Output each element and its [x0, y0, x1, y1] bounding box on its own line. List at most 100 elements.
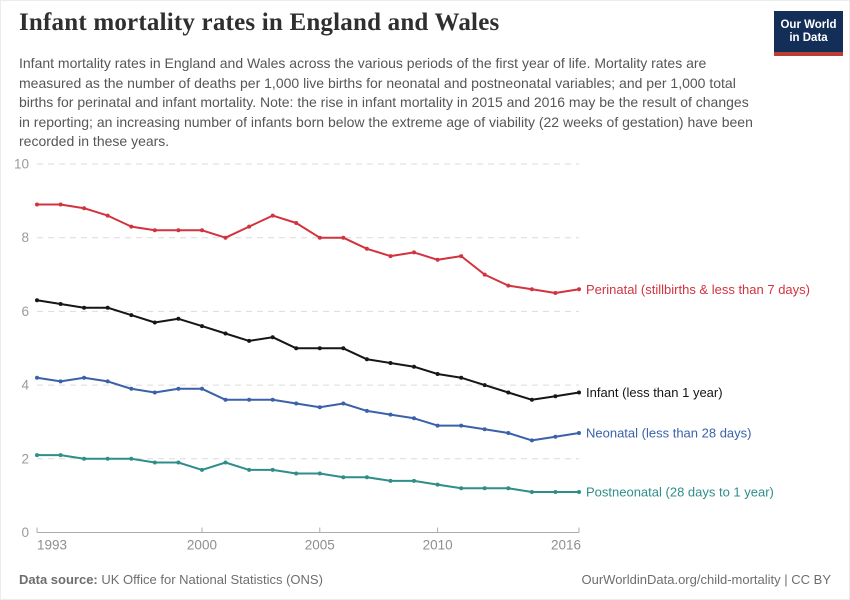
- data-point: [152, 390, 157, 395]
- data-point: [364, 475, 369, 480]
- data-point: [58, 453, 63, 458]
- series-line-neonatal[interactable]: [36, 376, 580, 442]
- data-point: [482, 486, 487, 491]
- data-point: [341, 401, 346, 406]
- data-point: [341, 475, 346, 480]
- data-point: [412, 416, 416, 421]
- data-point: [270, 335, 275, 340]
- data-point: [341, 346, 346, 351]
- data-point: [506, 431, 511, 435]
- data-point: [577, 390, 581, 395]
- data-point: [506, 390, 511, 395]
- data-point: [35, 453, 39, 458]
- data-point: [577, 490, 581, 494]
- series-infant: Infant (less than 1 year): [35, 298, 723, 402]
- data-point: [435, 482, 440, 487]
- data-point: [317, 405, 322, 410]
- y-tick-label: 2: [21, 451, 29, 466]
- x-tick-label: 2010: [423, 538, 453, 553]
- data-point: [35, 202, 39, 207]
- data-point: [176, 228, 181, 233]
- data-point: [152, 320, 157, 325]
- data-point: [364, 246, 369, 251]
- data-point: [482, 427, 487, 432]
- data-point: [553, 394, 558, 399]
- y-tick-label: 10: [14, 157, 29, 172]
- series-line-infant[interactable]: [36, 299, 580, 401]
- data-point: [459, 486, 464, 491]
- data-point: [200, 467, 204, 472]
- owid-logo: Our World in Data: [774, 11, 843, 56]
- data-point: [223, 331, 228, 336]
- data-point: [577, 431, 581, 435]
- data-source-text: UK Office for National Statistics (ONS): [97, 572, 323, 587]
- data-point: [482, 272, 487, 277]
- data-point: [294, 401, 299, 406]
- data-point: [506, 283, 511, 288]
- data-point: [152, 228, 157, 233]
- data-point: [82, 456, 87, 461]
- data-point: [270, 213, 275, 218]
- series-line-postneonatal[interactable]: [36, 454, 580, 493]
- chart-subtitle: Infant mortality rates in England and Wa…: [19, 55, 753, 149]
- data-point: [364, 357, 369, 362]
- data-point: [58, 302, 63, 306]
- series-label-neonatal[interactable]: Neonatal (less than 28 days): [586, 426, 751, 441]
- data-point: [529, 397, 534, 402]
- footer: Data source: UK Office for National Stat…: [19, 572, 831, 587]
- data-point: [129, 313, 134, 318]
- data-point: [82, 305, 87, 310]
- data-point: [412, 364, 416, 369]
- data-point: [482, 383, 487, 388]
- x-tick-label: 2016: [551, 538, 581, 553]
- data-point: [388, 361, 393, 365]
- data-point: [459, 254, 464, 259]
- series-neonatal: Neonatal (less than 28 days): [35, 375, 751, 443]
- data-point: [506, 486, 511, 491]
- data-point: [35, 375, 39, 380]
- data-point: [529, 438, 534, 443]
- y-tick-label: 0: [21, 525, 29, 540]
- data-point: [317, 471, 322, 476]
- data-point: [435, 257, 440, 262]
- data-point: [129, 224, 134, 229]
- data-point: [82, 375, 87, 380]
- data-point: [58, 379, 63, 384]
- series-perinatal: Perinatal (stillbirths & less than 7 day…: [35, 202, 810, 297]
- series-label-infant[interactable]: Infant (less than 1 year): [586, 385, 723, 400]
- y-tick-label: 8: [21, 230, 29, 245]
- data-point: [176, 386, 181, 391]
- data-point: [105, 305, 110, 310]
- data-point: [364, 408, 369, 413]
- data-point: [459, 423, 464, 428]
- data-point: [553, 291, 558, 295]
- data-point: [435, 423, 440, 428]
- data-point: [223, 397, 228, 402]
- data-point: [176, 316, 181, 321]
- y-tick-label: 4: [21, 378, 29, 393]
- data-point: [577, 287, 581, 292]
- credit-link[interactable]: OurWorldinData.org/child-mortality | CC …: [581, 572, 832, 587]
- data-point: [247, 338, 252, 343]
- chart-title: Infant mortality rates in England and Wa…: [19, 9, 500, 36]
- series-line-perinatal[interactable]: [36, 203, 580, 294]
- data-point: [176, 460, 181, 465]
- data-point: [247, 224, 252, 229]
- data-point: [412, 478, 416, 483]
- data-point: [529, 287, 534, 292]
- data-point: [58, 202, 63, 207]
- data-point: [105, 456, 110, 461]
- data-source: Data source: UK Office for National Stat…: [19, 572, 323, 587]
- data-point: [553, 490, 558, 494]
- data-point: [294, 221, 299, 225]
- series-label-perinatal[interactable]: Perinatal (stillbirths & less than 7 day…: [586, 282, 810, 297]
- data-point: [388, 478, 393, 483]
- series-label-postneonatal[interactable]: Postneonatal (28 days to 1 year): [586, 485, 774, 500]
- data-point: [317, 346, 322, 351]
- data-point: [294, 471, 299, 476]
- x-tick-label: 2000: [187, 538, 217, 553]
- x-tick-label: 2005: [305, 538, 335, 553]
- data-point: [247, 467, 252, 472]
